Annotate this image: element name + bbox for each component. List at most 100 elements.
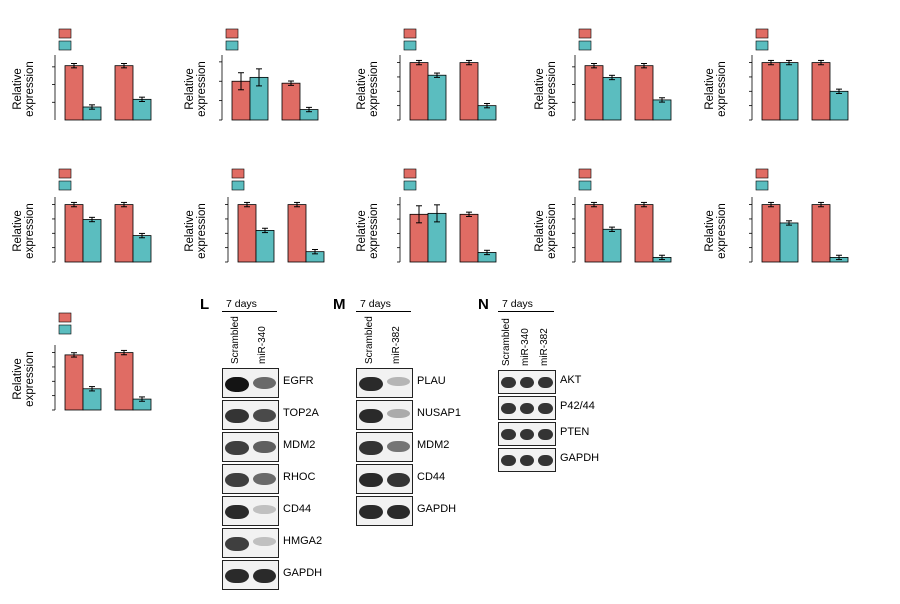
legend-swatch [231, 180, 245, 191]
blot-band [359, 472, 383, 488]
y-axis-label-line2: expression [368, 203, 380, 259]
bar-treated [779, 222, 799, 263]
blot-days-underline [498, 311, 554, 312]
blot-band [359, 408, 383, 424]
bar-treated [427, 74, 447, 121]
blot-band [519, 403, 535, 415]
blot-band [225, 376, 249, 393]
bar-treated [779, 62, 799, 121]
blot-band [252, 472, 276, 485]
y-axis-label-line1: Relative [12, 210, 24, 252]
blot-days-label: 7 days [360, 298, 391, 310]
blot-band [501, 377, 516, 389]
chart-panel-k: Relative expression [12, 312, 152, 411]
blot-protein-label: CD44 [283, 503, 312, 515]
legend-swatch [755, 180, 769, 191]
blot-band [538, 455, 553, 467]
chart-panel-c: Relative expression [356, 28, 497, 121]
blot-band [225, 536, 249, 551]
blot-row [356, 496, 413, 526]
legend-swatch [755, 168, 769, 179]
y-axis-label-line2: expression [368, 61, 380, 117]
panel-letter: L [200, 296, 210, 313]
chart-panel-h: Relative expression [356, 168, 497, 263]
bar-treated [602, 228, 622, 263]
chart-panel-f: Relative expression [12, 168, 152, 263]
y-axis-label-line2: expression [546, 61, 558, 117]
legend-swatch [403, 180, 417, 191]
y-axis-label-line1: Relative [12, 68, 24, 110]
lane-label: miR-340 [520, 328, 531, 366]
bar-scrambled [634, 65, 654, 121]
blot-protein-label: CD44 [417, 471, 446, 483]
blot-band [252, 376, 276, 389]
bar-scrambled [459, 62, 479, 121]
bar-scrambled [761, 204, 781, 263]
blot-band [386, 376, 410, 386]
y-axis-label-line2: expression [196, 203, 208, 259]
blot-protein-label: RHOC [283, 471, 316, 483]
bar-treated [82, 388, 102, 411]
blot-band [501, 429, 516, 441]
lane-label: miR-382 [391, 326, 403, 364]
blot-protein-label: NUSAP1 [417, 407, 462, 419]
bar-treated [132, 235, 152, 263]
y-axis-label-line2: expression [196, 61, 208, 117]
legend-swatch [403, 40, 417, 51]
blot-band [501, 455, 516, 467]
legend-swatch [58, 28, 72, 39]
blot-days-underline [356, 311, 411, 312]
blot-protein-label: GAPDH [560, 452, 600, 464]
blot-row [222, 496, 279, 526]
blot-protein-label: TOP2A [283, 407, 319, 419]
legend-swatch [578, 28, 592, 39]
blot-protein-label: EGFR [283, 375, 314, 387]
blot-row [222, 528, 279, 558]
legend-swatch [755, 28, 769, 39]
bar-scrambled [281, 82, 301, 121]
lane-label: miR-382 [538, 328, 550, 366]
blot-protein-label: AKT [560, 374, 582, 386]
legend-swatch [578, 168, 592, 179]
blot-protein-label: GAPDH [417, 503, 457, 515]
y-axis-label-line2: expression [24, 203, 36, 259]
blot-band [225, 440, 249, 455]
y-axis-label-line1: Relative [12, 358, 24, 400]
bar-scrambled [409, 62, 429, 121]
y-axis-label-line1: Relative [704, 68, 716, 110]
legend-swatch [231, 168, 245, 179]
bar-scrambled [584, 65, 604, 121]
bar-scrambled [114, 204, 134, 263]
blot-row [498, 396, 556, 420]
blot-row [222, 560, 279, 590]
bar-scrambled [811, 204, 831, 263]
bar-treated [602, 77, 622, 121]
bar-scrambled [114, 352, 134, 411]
blot-protein-label: P42/44 [560, 400, 595, 412]
chart-panel-d: Relative expression [534, 28, 672, 121]
blot-band [225, 472, 249, 487]
chart-panel-b: Relative expression [184, 28, 319, 121]
blot-band [252, 408, 276, 423]
blot-band [225, 568, 249, 584]
bar-treated [82, 219, 102, 263]
blot-row [222, 400, 279, 430]
y-axis-label-line2: expression [716, 203, 728, 259]
blot-band [252, 568, 276, 584]
legend-swatch [58, 180, 72, 191]
y-axis-label-line1: Relative [704, 210, 716, 252]
bar-scrambled [584, 204, 604, 263]
chart-panel-g: Relative expression [184, 168, 325, 263]
bar-scrambled [287, 204, 307, 263]
panel-letter: M [333, 296, 346, 313]
blot-row [356, 368, 413, 398]
legend-swatch [58, 40, 72, 51]
blot-band [386, 504, 410, 520]
blot-protein-label: PTEN [560, 426, 590, 438]
legend-swatch [403, 168, 417, 179]
blot-band [519, 455, 535, 467]
bar-scrambled [114, 65, 134, 121]
blot-band [252, 504, 276, 514]
bar-scrambled [237, 204, 257, 263]
